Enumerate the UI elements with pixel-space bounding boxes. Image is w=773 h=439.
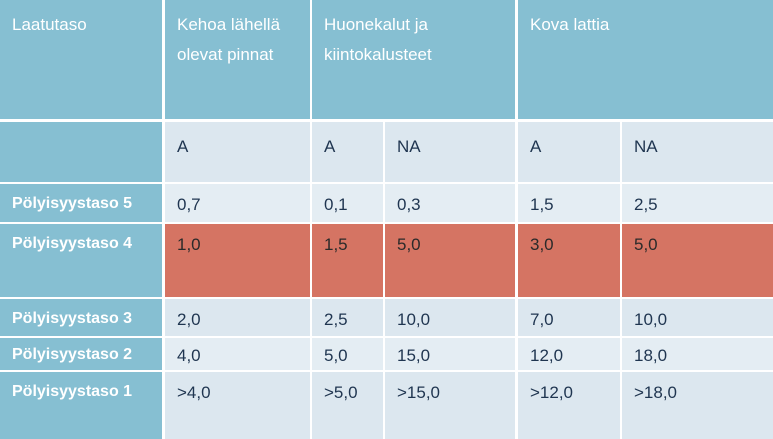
header-kehoa-line1: Kehoa lähellä bbox=[177, 15, 281, 34]
table-cell: 10,0 bbox=[622, 299, 773, 336]
table-cell: 2,0 bbox=[165, 299, 310, 336]
table-cell: 2,5 bbox=[622, 184, 773, 222]
subheader-empty bbox=[0, 122, 162, 182]
table-cell: 0,7 bbox=[165, 184, 310, 222]
table-cell: >18,0 bbox=[622, 372, 773, 439]
table-cell: >4,0 bbox=[165, 372, 310, 439]
table-cell: 12,0 bbox=[518, 338, 620, 370]
table-cell: 5,0 bbox=[312, 338, 383, 370]
row-label-3: Pölyisyystaso 3 bbox=[0, 299, 162, 336]
table-cell: 0,1 bbox=[312, 184, 383, 222]
subheader-a-1: A bbox=[165, 122, 310, 182]
table-cell: 2,5 bbox=[312, 299, 383, 336]
row-label-1: Pölyisyystaso 1 bbox=[0, 372, 162, 439]
table-cell: 7,0 bbox=[518, 299, 620, 336]
table-cell: 4,0 bbox=[165, 338, 310, 370]
table-cell: 0,3 bbox=[385, 184, 515, 222]
table-cell: 18,0 bbox=[622, 338, 773, 370]
header-huonekalut-line2: kiintokalusteet bbox=[324, 44, 432, 64]
table-cell: >5,0 bbox=[312, 372, 383, 439]
table-cell-highlight: 1,5 bbox=[312, 224, 383, 297]
subheader-a-3: A bbox=[518, 122, 620, 182]
subheader-na-2: NA bbox=[385, 122, 515, 182]
subheader-na-3: NA bbox=[622, 122, 773, 182]
subheader-a-2: A bbox=[312, 122, 383, 182]
header-kova-lattia: Kova lattia bbox=[518, 0, 773, 119]
row-label-2: Pölyisyystaso 2 bbox=[0, 338, 162, 370]
header-laatutaso: Laatutaso bbox=[0, 0, 162, 119]
header-huonekalut-line1: Huonekalut ja bbox=[324, 15, 428, 34]
header-kehoa-lahella: Kehoa lähellä olevat pinnat bbox=[165, 0, 310, 119]
table-cell-highlight: 3,0 bbox=[518, 224, 620, 297]
table-cell-highlight: 1,0 bbox=[165, 224, 310, 297]
table-cell: 10,0 bbox=[385, 299, 515, 336]
table-cell: >15,0 bbox=[385, 372, 515, 439]
header-kehoa-line2: olevat pinnat bbox=[177, 44, 274, 64]
table-cell: 1,5 bbox=[518, 184, 620, 222]
table-cell: >12,0 bbox=[518, 372, 620, 439]
table-cell-highlight: 5,0 bbox=[622, 224, 773, 297]
header-huonekalut: Huonekalut ja kiintokalusteet bbox=[312, 0, 515, 119]
table-cell: 15,0 bbox=[385, 338, 515, 370]
table-cell-highlight: 5,0 bbox=[385, 224, 515, 297]
row-label-4: Pölyisyystaso 4 bbox=[0, 224, 162, 297]
row-label-5: Pölyisyystaso 5 bbox=[0, 184, 162, 222]
